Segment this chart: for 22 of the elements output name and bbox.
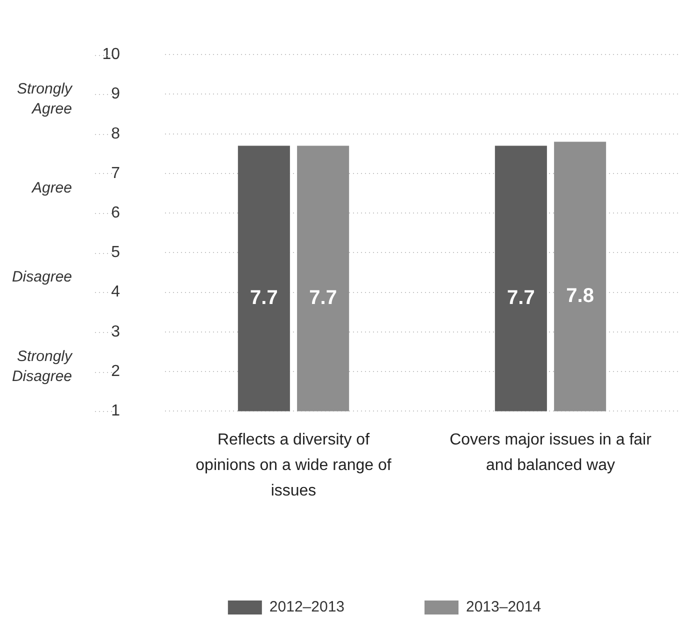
y-tick-label: 8 [111, 125, 120, 142]
legend-label: 2013–2014 [466, 598, 542, 616]
text: Strongly Disagree [12, 348, 74, 385]
y-tick-label: 3 [111, 323, 120, 340]
data-label: 7.7 [250, 286, 278, 309]
x-tick-label: Reflects a diversity of opinions on a wide range of issues [196, 431, 392, 500]
y-tick-label: 1 [111, 402, 120, 420]
data-label: 7.8 [566, 284, 594, 307]
text: Disagree [12, 268, 72, 286]
y-tick-label: 9 [111, 86, 120, 103]
y-tick-label: 10 [102, 46, 120, 64]
y-tick-label: 4 [111, 284, 120, 301]
y-tick-label: 6 [111, 204, 120, 222]
y-tick-label: 2 [111, 362, 120, 380]
y-tick-label: 7 [111, 164, 120, 182]
x-tick-label: Covers major issues in a fair and balanced way [450, 431, 652, 474]
y-tick-label: 5 [111, 244, 120, 262]
text: Agree [30, 179, 72, 196]
data-label: 7.7 [507, 286, 535, 309]
text: Strongly Agree [16, 80, 74, 118]
legend-label: 2012–2013 [269, 598, 345, 616]
data-label: 7.7 [309, 286, 337, 309]
